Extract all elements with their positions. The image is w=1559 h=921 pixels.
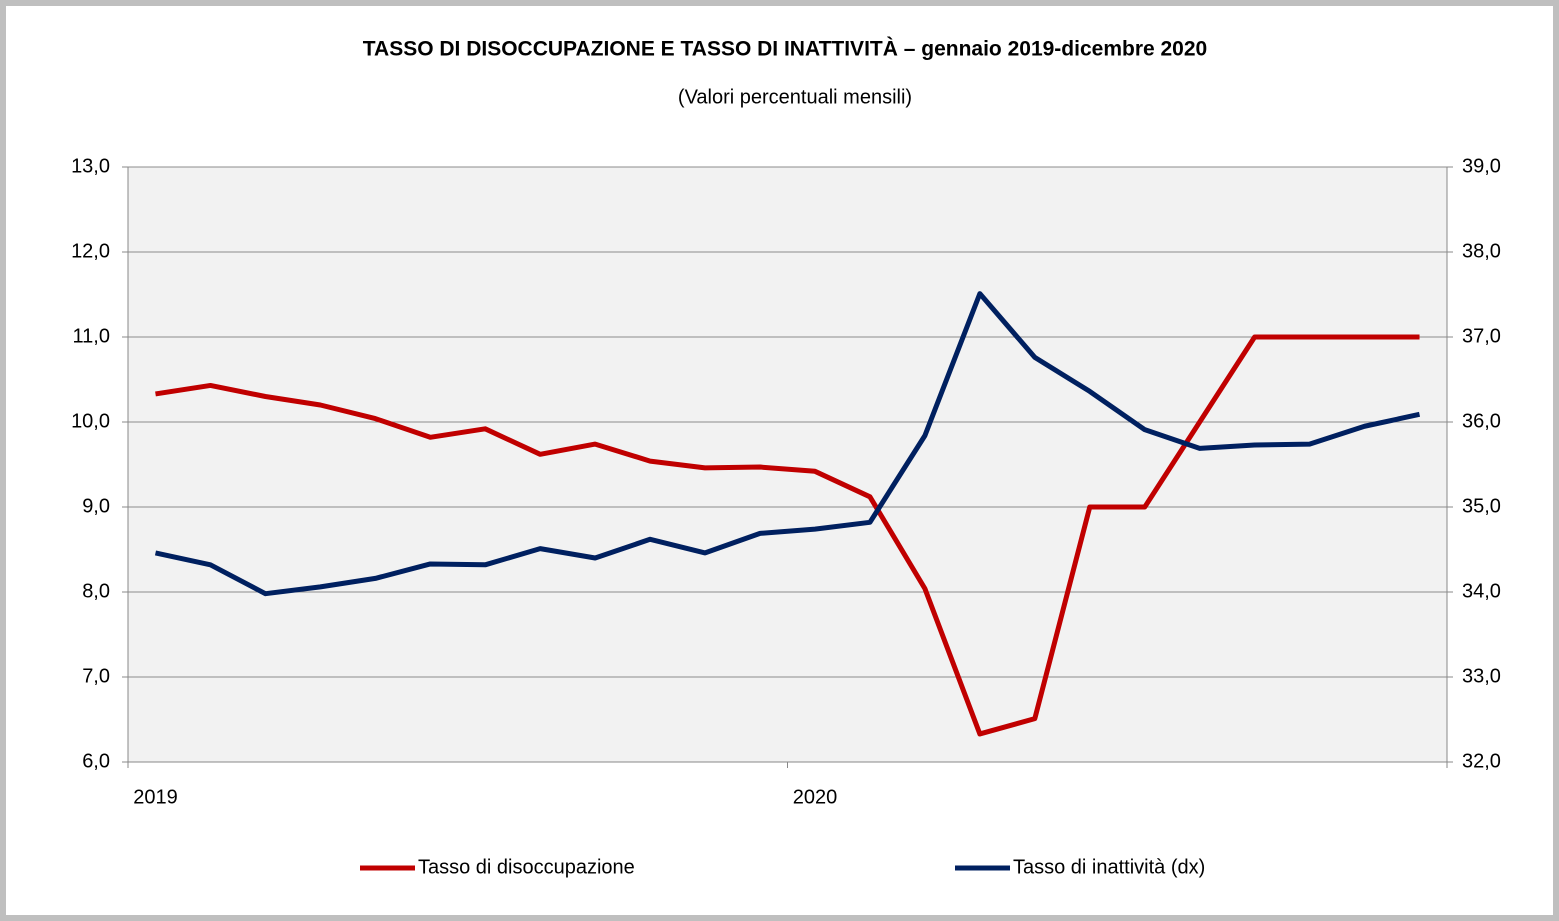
legend-label: Tasso di disoccupazione [418,856,635,878]
chart-title: TASSO DI DISOCCUPAZIONE E TASSO DI INATT… [363,38,1207,61]
y-tick-label: 10,0 [71,410,110,432]
y-tick-label: 8,0 [82,580,110,602]
y2-tick-label: 34,0 [1462,580,1501,602]
y2-tick-label: 35,0 [1462,495,1501,517]
y2-tick-label: 39,0 [1462,155,1501,177]
y2-tick-label: 33,0 [1462,665,1501,687]
y-tick-label: 9,0 [82,495,110,517]
y-tick-label: 13,0 [71,155,110,177]
y2-tick-label: 37,0 [1462,325,1501,347]
y-tick-label: 12,0 [71,240,110,262]
y-tick-label: 6,0 [82,750,110,772]
series-line [155,334,1420,737]
y-tick-label: 11,0 [73,325,110,347]
y2-tick-label: 32,0 [1462,750,1501,772]
legend-label: Tasso di inattività (dx) [1013,856,1205,878]
series-line [154,291,1421,597]
y-tick-label: 7,0 [82,665,110,687]
chart-subtitle: (Valori percentuali mensili) [678,86,912,108]
x-tick-label: 2019 [133,786,178,808]
y2-tick-label: 36,0 [1462,410,1501,432]
x-tick-label: 2020 [793,786,838,808]
y2-tick-label: 38,0 [1462,240,1501,262]
plot-area [128,167,1447,762]
